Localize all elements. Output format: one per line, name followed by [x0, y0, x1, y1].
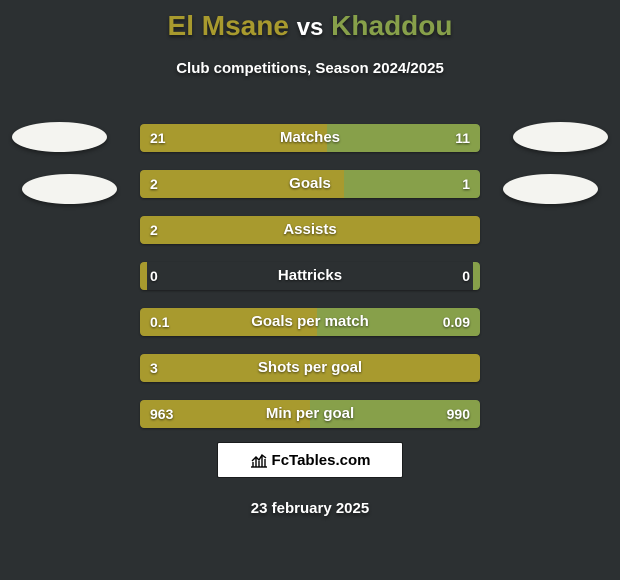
- subtitle: Club competitions, Season 2024/2025: [0, 60, 620, 77]
- avatar-player1-bottom: [22, 174, 117, 204]
- title-vs: vs: [297, 14, 324, 41]
- source-badge: FcTables.com: [217, 442, 403, 478]
- avatar-player2-top: [513, 122, 608, 152]
- stat-row: 2Assists: [140, 216, 480, 244]
- title-player2: Khaddou: [331, 10, 452, 41]
- stat-label: Shots per goal: [140, 354, 480, 382]
- page-title: El Msane vs Khaddou: [0, 0, 620, 42]
- stat-label: Matches: [140, 124, 480, 152]
- title-player1: El Msane: [168, 10, 289, 41]
- stat-label: Min per goal: [140, 400, 480, 428]
- avatar-player2-bottom: [503, 174, 598, 204]
- avatar-player1-top: [12, 122, 107, 152]
- stat-label: Hattricks: [140, 262, 480, 290]
- stat-row: 3Shots per goal: [140, 354, 480, 382]
- stat-row: 963990Min per goal: [140, 400, 480, 428]
- stat-label: Goals: [140, 170, 480, 198]
- stat-label: Goals per match: [140, 308, 480, 336]
- stat-row: 00Hattricks: [140, 262, 480, 290]
- chart-icon: [250, 452, 268, 468]
- stat-row: 0.10.09Goals per match: [140, 308, 480, 336]
- stat-row: 2111Matches: [140, 124, 480, 152]
- source-badge-text: FcTables.com: [272, 452, 371, 469]
- stats-container: 2111Matches 21Goals 2Assists 00Hattricks 0.1…: [140, 124, 480, 446]
- date-label: 23 february 2025: [0, 500, 620, 517]
- stat-row: 21Goals: [140, 170, 480, 198]
- stat-label: Assists: [140, 216, 480, 244]
